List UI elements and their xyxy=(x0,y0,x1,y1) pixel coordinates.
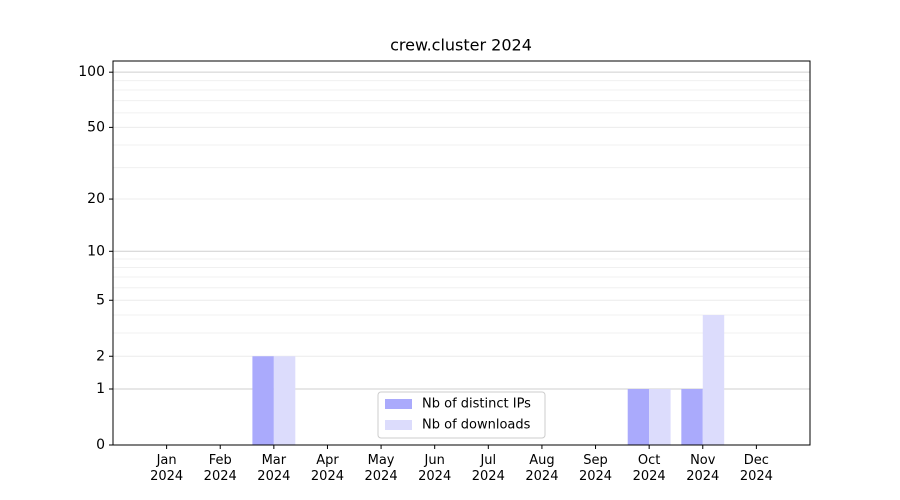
bar xyxy=(252,356,274,445)
plot-frame xyxy=(112,60,811,446)
y-tick-label: 50 xyxy=(87,119,105,135)
y-tick-label: 10 xyxy=(87,243,105,259)
legend-label: Nb of distinct IPs xyxy=(422,397,531,412)
legend-swatch xyxy=(385,399,412,409)
x-tick-label: Mar 2024 xyxy=(257,453,291,484)
y-tick-label: 2 xyxy=(96,348,105,364)
legend-swatch xyxy=(385,420,412,430)
y-tick-label: 1 xyxy=(96,381,105,397)
x-tick-label: Sep 2024 xyxy=(578,453,613,484)
bar xyxy=(702,314,725,445)
bar xyxy=(627,389,650,445)
y-tick-label: 0 xyxy=(96,437,105,453)
x-tick-label: Nov 2024 xyxy=(686,453,720,484)
legend-box xyxy=(377,391,546,439)
y-tick-label: 100 xyxy=(78,64,105,80)
x-tick-label: May 2024 xyxy=(364,453,398,484)
x-tick-label: Jun 2024 xyxy=(418,453,452,484)
x-tick-label: Dec 2024 xyxy=(739,453,773,484)
x-tick-label: Jul 2024 xyxy=(471,453,505,484)
x-tick-label: Jan 2024 xyxy=(150,453,184,484)
x-tick-label: Aug 2024 xyxy=(525,453,559,484)
x-tick-label: Feb 2024 xyxy=(203,453,237,484)
legend-label: Nb of downloads xyxy=(422,418,531,433)
legend: Nb of distinct IPs Nb of downloads xyxy=(377,391,546,439)
bar xyxy=(681,389,703,445)
y-tick-label: 20 xyxy=(87,191,105,207)
bar xyxy=(273,356,296,445)
chart-title: crew.cluster 2024 xyxy=(390,36,532,55)
x-tick-label: Oct 2024 xyxy=(632,453,666,484)
y-tick-label: 5 xyxy=(96,292,105,308)
bar xyxy=(649,389,671,445)
x-tick-label: Apr 2024 xyxy=(310,453,344,484)
